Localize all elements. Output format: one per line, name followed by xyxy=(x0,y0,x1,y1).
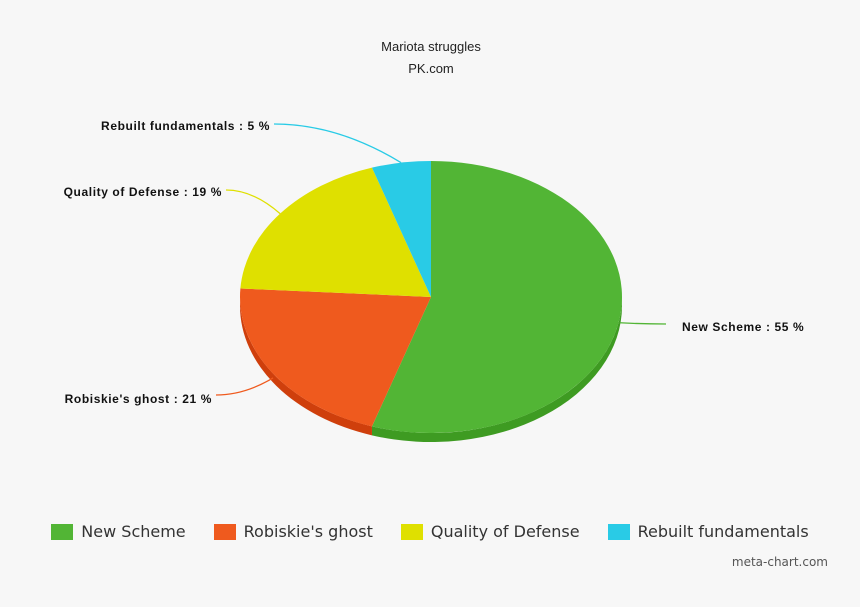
legend-label: Quality of Defense xyxy=(430,522,580,541)
slice-label-1: Robiskie's ghost : 21 % xyxy=(65,392,212,406)
slice-labels: New Scheme : 55 % Robiskie's ghost : 21 %… xyxy=(64,119,804,406)
slice-side-0 xyxy=(371,297,622,442)
slice-label-0: New Scheme : 55 % xyxy=(682,320,804,334)
legend-swatch xyxy=(213,523,236,540)
leader-line-1 xyxy=(215,377,274,396)
legend-item-rebuilt-fundamentals[interactable]: Rebuilt fundamentals xyxy=(607,522,809,541)
leader-line-3 xyxy=(273,123,402,164)
legend: New Scheme Robiskie's ghost Quality of D… xyxy=(0,522,860,541)
pie-slices xyxy=(240,161,622,442)
pie-slice-rebuilt-fundamentals[interactable] xyxy=(371,161,431,297)
legend-swatch xyxy=(51,523,74,540)
pie-slice-quality-of-defense[interactable] xyxy=(240,167,431,297)
slice-label-3: Rebuilt fundamentals : 5 % xyxy=(101,119,270,133)
leader-line-2 xyxy=(225,189,281,215)
slice-label-2: Quality of Defense : 19 % xyxy=(64,185,222,199)
legend-label: Robiskie's ghost xyxy=(243,522,373,541)
chart-title: Mariota struggles xyxy=(381,39,481,54)
legend-item-quality-of-defense[interactable]: Quality of Defense xyxy=(400,522,580,541)
pie-slice-robiskie-s-ghost[interactable] xyxy=(240,288,431,427)
legend-item-new-scheme[interactable]: New Scheme xyxy=(51,522,186,541)
legend-swatch xyxy=(400,523,423,540)
pie-slice-new-scheme[interactable] xyxy=(371,161,622,433)
slice-side-1 xyxy=(240,297,372,436)
legend-label: New Scheme xyxy=(81,522,186,541)
chart-subtitle: PK.com xyxy=(408,61,454,76)
legend-item-robiskies-ghost[interactable]: Robiskie's ghost xyxy=(213,522,373,541)
credit-link[interactable]: meta-chart.com xyxy=(731,555,828,569)
legend-swatch xyxy=(607,523,630,540)
legend-label: Rebuilt fundamentals xyxy=(637,522,809,541)
leader-line-0 xyxy=(619,322,667,325)
